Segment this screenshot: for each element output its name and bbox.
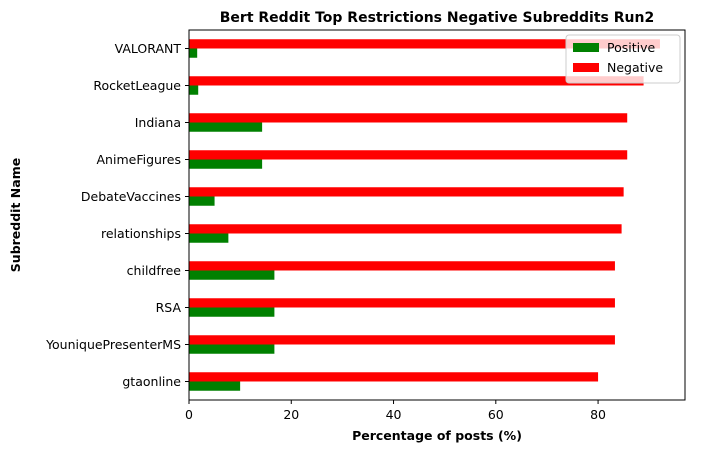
bar-negative-indiana xyxy=(189,113,628,123)
x-axis-title: Percentage of posts (%) xyxy=(352,428,522,443)
bar-positive-rsa xyxy=(189,307,275,317)
bar-negative-debatevaccines xyxy=(189,187,624,197)
y-tick-label: gtaonline xyxy=(122,374,181,389)
chart-title: Bert Reddit Top Restrictions Negative Su… xyxy=(220,10,654,26)
y-axis-ticks: gtaonline YouniquePresenterMS RSA childfree… xyxy=(45,41,189,389)
y-tick-label: YouniquePresenterMS xyxy=(45,337,181,352)
y-tick-label: RSA xyxy=(156,300,182,315)
legend-label-negative: Negative xyxy=(607,60,663,75)
bar-positive-debatevaccines xyxy=(189,196,215,206)
y-axis-title: Subreddit Name xyxy=(8,158,23,272)
x-tick-label: 20 xyxy=(283,407,299,422)
x-tick-label: 80 xyxy=(590,407,606,422)
bar-negative-gtaonline xyxy=(189,372,599,382)
plot-frame xyxy=(188,29,686,401)
bar-positive-indiana xyxy=(189,122,263,132)
legend-label-positive: Positive xyxy=(607,40,655,55)
bar-negative-youniquepresenterms xyxy=(189,335,615,345)
y-tick-label: VALORANT xyxy=(115,41,182,56)
x-axis-ticks: 0 20 40 60 80 xyxy=(185,400,606,422)
x-tick-label: 60 xyxy=(488,407,504,422)
bar-negative-valorant xyxy=(189,39,660,49)
bar-negative-relationships xyxy=(189,224,622,234)
x-tick-label: 40 xyxy=(386,407,402,422)
y-tick-label: relationships xyxy=(101,226,181,241)
legend-swatch-positive xyxy=(573,43,599,52)
y-tick-label: AnimeFigures xyxy=(97,152,182,167)
bar-positive-childfree xyxy=(189,270,275,280)
bar-negative-childfree xyxy=(189,261,615,271)
y-tick-label: Indiana xyxy=(135,115,181,130)
bar-positive-valorant xyxy=(189,48,198,58)
y-tick-label: DebateVaccines xyxy=(81,189,181,204)
bar-negative-rsa xyxy=(189,298,615,308)
bar-positive-rocketleague xyxy=(189,85,199,95)
y-tick-label: childfree xyxy=(127,263,182,278)
bars-group xyxy=(189,39,660,391)
bar-positive-gtaonline xyxy=(189,381,241,391)
bar-positive-animefigures xyxy=(189,159,263,169)
legend-swatch-negative xyxy=(573,63,599,72)
bar-negative-rocketleague xyxy=(189,76,644,86)
bar-negative-animefigures xyxy=(189,150,628,160)
legend: Positive Negative xyxy=(565,34,681,84)
x-tick-label: 0 xyxy=(185,407,193,422)
y-tick-label: RocketLeague xyxy=(93,78,181,93)
bar-positive-youniquepresenterms xyxy=(189,344,275,354)
bar-positive-relationships xyxy=(189,233,229,243)
